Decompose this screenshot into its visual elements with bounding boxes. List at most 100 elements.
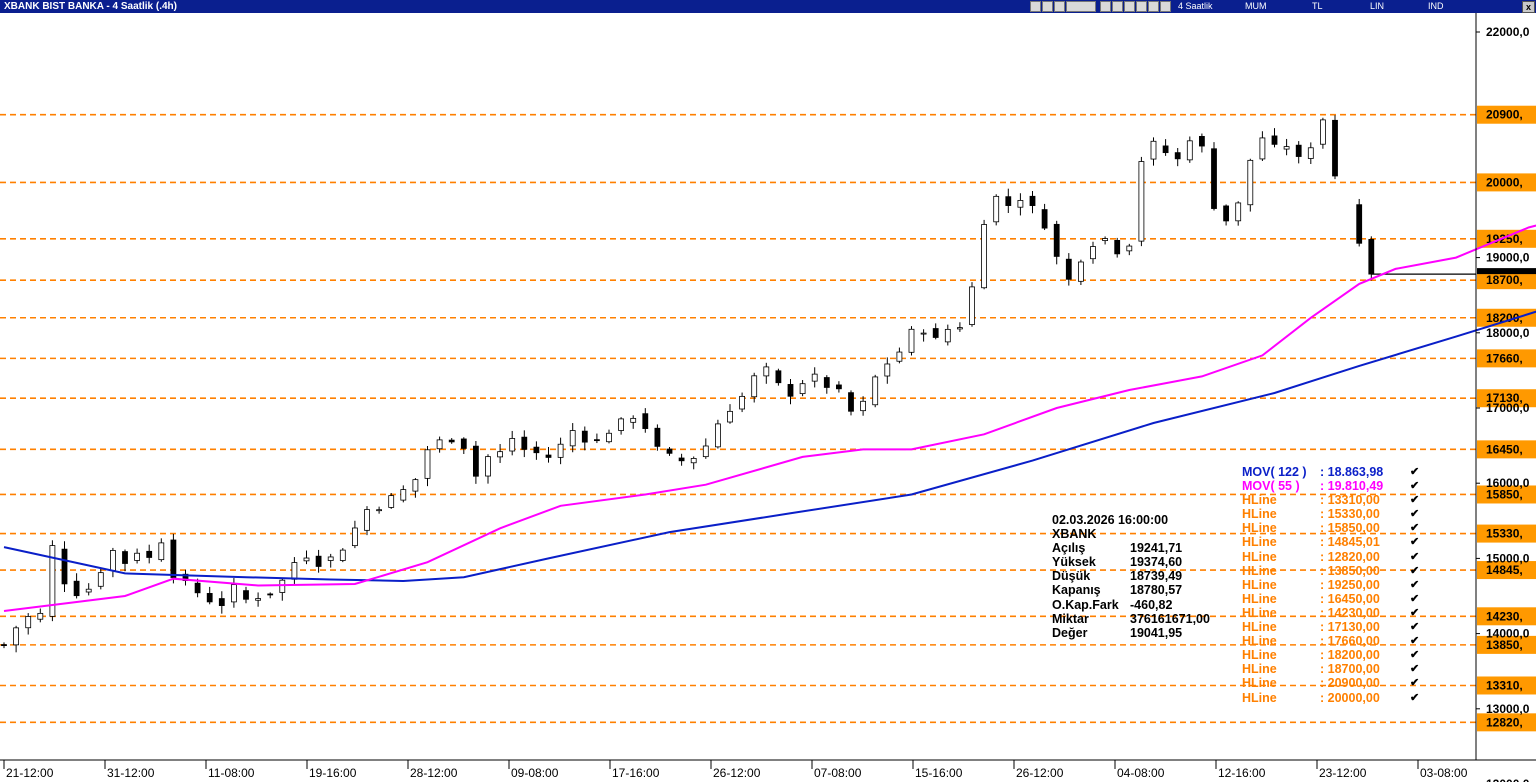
toolbar-tool-icon[interactable] <box>1112 1 1123 12</box>
candle-body <box>1029 195 1036 206</box>
visibility-check-icon[interactable]: ✔ <box>1410 550 1420 563</box>
toolbar-tool-icon[interactable] <box>1042 1 1053 12</box>
candle-body <box>315 555 322 567</box>
visibility-check-icon[interactable]: ✔ <box>1410 691 1420 704</box>
candle-body <box>85 588 92 593</box>
visibility-check-icon[interactable]: ✔ <box>1410 522 1420 535</box>
candle-body <box>1053 223 1060 257</box>
toolbar-item[interactable]: MUM <box>1245 1 1267 11</box>
visibility-check-icon[interactable]: ✔ <box>1410 494 1420 507</box>
visibility-check-icon[interactable]: ✔ <box>1410 480 1420 493</box>
hline-label: 14845, <box>1486 563 1523 577</box>
series-line <box>3 310 1536 583</box>
visibility-check-icon[interactable]: ✔ <box>1410 606 1420 619</box>
info-value: 19374,60 <box>1130 555 1183 570</box>
visibility-check-icon[interactable]: ✔ <box>1410 508 1420 521</box>
toolbar-item[interactable]: TL <box>1312 1 1323 11</box>
candle-body <box>1126 245 1133 252</box>
hline-label: 15330, <box>1486 527 1523 541</box>
candle-body <box>206 593 213 603</box>
candle-body <box>727 410 733 423</box>
x-tick-label: 12-16:00 <box>1218 766 1266 780</box>
close-icon[interactable]: x <box>1522 1 1535 13</box>
candle-body <box>702 445 709 458</box>
legend-value: : 20000,00 <box>1320 690 1380 705</box>
toolbar-item[interactable]: 4 Saatlik <box>1178 1 1213 11</box>
x-tick-label: 11-08:00 <box>208 766 255 780</box>
candle-body <box>13 627 20 646</box>
hline-label-bg <box>1477 173 1536 192</box>
hline-label: 15850, <box>1486 487 1523 501</box>
candle-body <box>1138 161 1145 242</box>
info-row: 02.03.2026 16:00:00 <box>1052 513 1168 527</box>
info-label: Kapanış <box>1052 583 1101 598</box>
info-value: -460,82 <box>1130 597 1173 612</box>
candle-body <box>267 593 274 596</box>
info-row: Kapanış 18780,57 <box>1052 583 1182 598</box>
candle-body <box>1102 238 1108 241</box>
toolbar-tool-icon[interactable] <box>1124 1 1135 12</box>
info-value: 18780,57 <box>1130 583 1183 598</box>
candle-body <box>654 427 661 447</box>
symbol-input[interactable] <box>1066 1 1096 12</box>
candle-body <box>775 370 782 384</box>
visibility-check-icon[interactable]: ✔ <box>1410 677 1420 690</box>
candle-body <box>1199 136 1205 147</box>
visibility-check-icon[interactable]: ✔ <box>1410 592 1420 605</box>
visibility-check-icon[interactable]: ✔ <box>1410 578 1420 591</box>
candle-body <box>400 489 407 501</box>
visibility-check-icon[interactable]: ✔ <box>1410 564 1420 577</box>
legend-name: HLine <box>1242 507 1277 522</box>
info-label: Yüksek <box>1052 555 1096 570</box>
candle-body <box>1235 202 1242 222</box>
candle-body <box>920 332 927 335</box>
candle-body <box>1223 205 1229 222</box>
candle-body <box>243 590 249 600</box>
candle-body <box>1368 239 1375 275</box>
legend-name: HLine <box>1242 563 1277 578</box>
legend-value: : 13310,00 <box>1320 493 1380 508</box>
moving-average-layer <box>3 224 1536 612</box>
candle-body <box>1271 135 1278 145</box>
visibility-check-icon[interactable]: ✔ <box>1410 466 1420 478</box>
toolbar-tool-icon[interactable] <box>1100 1 1111 12</box>
candle-body <box>944 328 951 343</box>
candle-body <box>170 539 177 578</box>
toolbar-tool-icon[interactable] <box>1030 1 1041 12</box>
hline-label: 14230, <box>1486 609 1523 623</box>
candle-body <box>1041 209 1048 229</box>
toolbar-item[interactable]: IND <box>1428 1 1444 11</box>
hline-label-bg <box>1477 635 1536 654</box>
legend-value: : 17660,00 <box>1320 634 1380 649</box>
toolbar-tool-icon[interactable] <box>1160 1 1171 12</box>
candle-body <box>836 384 842 390</box>
legend-name: MOV( 55 ) <box>1242 479 1300 494</box>
toolbar-tool-icon[interactable] <box>1148 1 1159 12</box>
visibility-check-icon[interactable]: ✔ <box>1410 663 1420 676</box>
x-tick-label: 19-16:00 <box>309 766 357 780</box>
visibility-check-icon[interactable]: ✔ <box>1410 635 1420 648</box>
legend-value: : 18200,00 <box>1320 648 1380 663</box>
candle-body <box>969 286 975 325</box>
y-tick-label: 13000,0 <box>1486 702 1530 716</box>
candle-body <box>1090 246 1096 260</box>
candle-body <box>1295 144 1302 157</box>
toolbar-tool-icon[interactable] <box>1054 1 1065 12</box>
candle-body <box>860 400 866 412</box>
toolbar-item[interactable]: LIN <box>1370 1 1385 11</box>
axis-layer: 22000,0 19000,0 18000,0 17000,0 16000,0 15000… <box>0 13 1536 782</box>
x-tick-label: 26-12:00 <box>1016 766 1064 780</box>
legend-value: : 14230,00 <box>1320 605 1380 620</box>
candle-body <box>666 448 673 454</box>
y-tick-label: 15000,0 <box>1486 551 1530 565</box>
visibility-check-icon[interactable]: ✔ <box>1410 621 1420 634</box>
x-tick-label: 17-16:00 <box>612 766 660 780</box>
y-tick-label: 17000,0 <box>1486 401 1530 415</box>
visibility-check-icon[interactable]: ✔ <box>1410 649 1420 662</box>
hline-label-bg <box>1477 561 1536 580</box>
visibility-check-icon[interactable]: ✔ <box>1410 536 1420 549</box>
candle-body <box>339 549 346 561</box>
toolbar-tool-icon[interactable] <box>1136 1 1147 12</box>
candle-body <box>1307 147 1314 159</box>
hline-label-bg <box>1477 713 1536 732</box>
